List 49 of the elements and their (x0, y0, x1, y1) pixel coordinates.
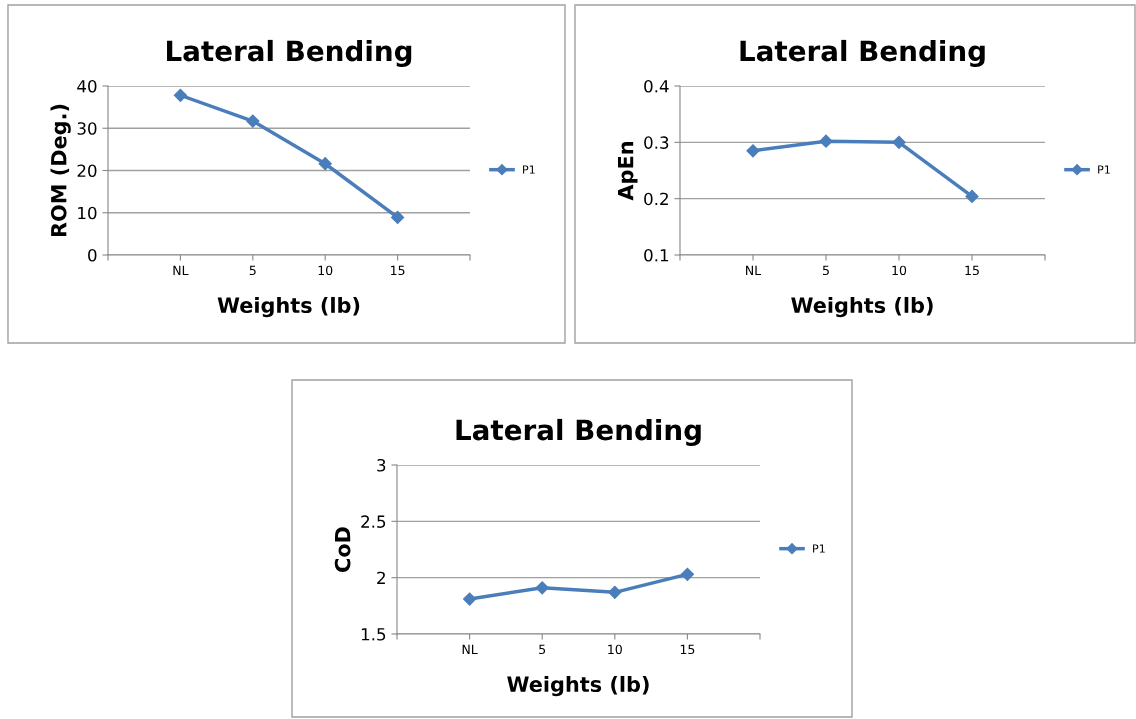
y-axis-title: CoD (334, 527, 351, 572)
x-tick-label: 10 (318, 265, 333, 276)
y-tick-label: 2.5 (361, 515, 386, 528)
y-tick-label: 0.3 (644, 136, 669, 149)
legend-label: P1 (1098, 165, 1110, 174)
x-tick-label: 15 (965, 265, 979, 276)
x-tick-label: NL (746, 265, 762, 275)
x-tick-label: 5 (249, 265, 256, 276)
y-axis-title: ROM (Deg.) (50, 104, 71, 237)
x-tick-label: 5 (822, 265, 829, 276)
point (680, 567, 694, 581)
point (608, 585, 622, 599)
point (463, 592, 477, 606)
chart-title: Lateral Bending (740, 39, 985, 67)
y-tick-label: 20 (77, 164, 97, 178)
chart-title: Lateral Bending (167, 39, 412, 67)
point (318, 157, 332, 171)
y-tick-label: 3 (377, 458, 386, 472)
legend-label: P1 (523, 165, 535, 174)
point (173, 88, 187, 102)
point (535, 581, 549, 595)
y-tick-label: 40 (77, 79, 97, 93)
y-tick-label: 0 (88, 248, 97, 262)
x-tick-label: 10 (892, 265, 907, 276)
point (246, 114, 260, 128)
point (819, 134, 833, 148)
x-tick-label: NL (173, 265, 189, 275)
x-tick-label: 15 (680, 644, 695, 655)
point (892, 135, 906, 149)
x-axis-title: Weights (lb) (791, 296, 933, 318)
x-axis-title: Weights (lb) (507, 675, 649, 697)
x-tick-label: NL (462, 644, 478, 654)
chart-title: Lateral Bending (456, 418, 701, 446)
y-tick-label: 0.1 (644, 248, 669, 262)
x-tick-label: 15 (391, 265, 405, 276)
point (965, 189, 979, 204)
y-tick-label: 0.4 (644, 79, 669, 93)
y-tick-label: 1.5 (361, 628, 386, 641)
legend-label: P1 (813, 544, 825, 553)
x-tick-label: 5 (539, 644, 546, 655)
y-tick-label: 10 (78, 206, 97, 220)
x-tick-label: 10 (608, 644, 622, 655)
x-axis-title: Weights (lb) (217, 296, 360, 318)
y-tick-label: 30 (77, 122, 97, 135)
y-tick-label: 0.2 (644, 192, 668, 206)
y-axis-title: ApEn (618, 142, 638, 201)
y-tick-label: 2 (377, 571, 385, 584)
point (746, 144, 760, 158)
point (391, 210, 405, 224)
